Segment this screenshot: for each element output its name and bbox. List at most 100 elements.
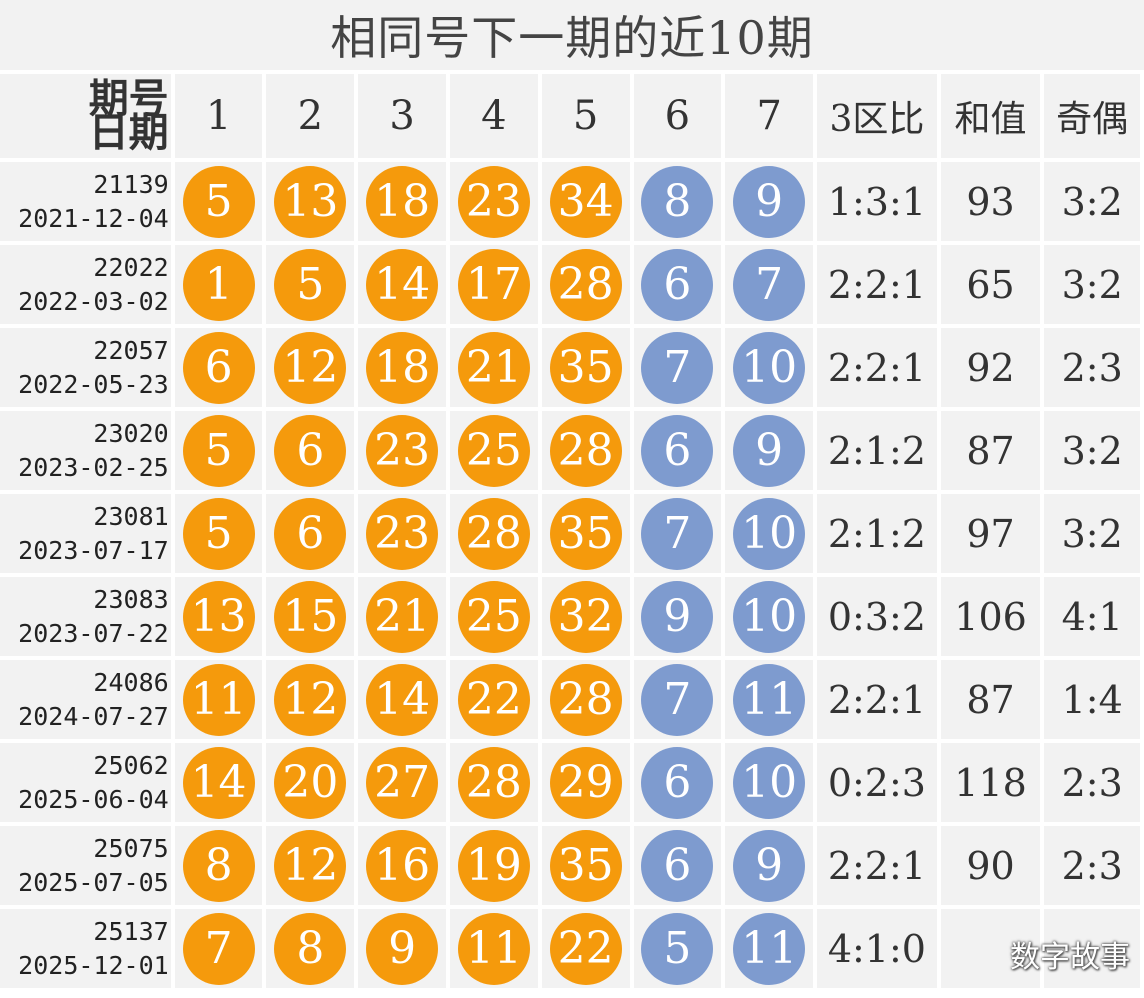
front-ball-cell: 1 xyxy=(174,245,263,324)
front-ball: 14 xyxy=(182,746,255,819)
back-ball: 5 xyxy=(641,912,714,985)
col-header-2: 2 xyxy=(266,74,355,158)
front-ball: 5 xyxy=(182,497,255,570)
table-row: 23081 2023-07-17 5 6 23 28 35 7 10 2:1:2 97 3:2 xyxy=(0,494,1140,573)
table-row: 22057 2022-05-23 6 12 18 21 35 7 10 2:2:1 92 2:3 xyxy=(0,328,1140,407)
front-ball: 5 xyxy=(182,165,255,238)
table-row: 24086 2024-07-27 11 12 14 22 28 7 11 2:2:1 87 1:4 xyxy=(0,660,1140,739)
sum-value xyxy=(940,909,1041,988)
back-ball: 7 xyxy=(733,248,806,321)
front-ball-cell: 9 xyxy=(358,909,446,988)
back-ball: 10 xyxy=(733,580,806,653)
front-ball: 12 xyxy=(274,829,347,902)
front-ball: 15 xyxy=(274,580,347,653)
front-ball-cell: 12 xyxy=(266,660,355,739)
issue-number: 22022 xyxy=(93,252,169,282)
back-ball: 10 xyxy=(733,746,806,819)
front-ball: 28 xyxy=(457,746,530,819)
front-ball: 7 xyxy=(182,912,255,985)
issue-number: 23020 xyxy=(93,418,169,448)
sum-value: 65 xyxy=(940,245,1041,324)
back-ball: 7 xyxy=(641,663,714,736)
front-ball-cell: 7 xyxy=(174,909,263,988)
zone-ratio: 2:1:2 xyxy=(817,411,937,490)
sum-value: 106 xyxy=(940,577,1041,656)
back-ball: 9 xyxy=(733,829,806,902)
back-ball-cell: 6 xyxy=(633,826,722,905)
table-row: 23020 2023-02-25 5 6 23 25 28 6 9 2:1:2 87 3:2 xyxy=(0,411,1140,490)
issue-number: 24086 xyxy=(93,667,169,697)
front-ball: 18 xyxy=(366,165,439,238)
front-ball: 12 xyxy=(274,331,347,404)
front-ball: 14 xyxy=(366,248,439,321)
col-header-6: 6 xyxy=(633,74,722,158)
odd-even-ratio: 3:2 xyxy=(1044,494,1140,573)
front-ball-cell: 19 xyxy=(449,826,538,905)
odd-even-ratio xyxy=(1044,909,1140,988)
back-ball-cell: 5 xyxy=(633,909,722,988)
table-row: 23083 2023-07-22 13 15 21 25 32 9 10 0:3:2 106 4:1 xyxy=(0,577,1140,656)
front-ball: 22 xyxy=(457,663,530,736)
front-ball-cell: 35 xyxy=(541,826,630,905)
odd-even-ratio: 3:2 xyxy=(1044,162,1140,241)
col-header-7: 7 xyxy=(725,74,814,158)
odd-even-ratio: 1:4 xyxy=(1044,660,1140,739)
col-header-4: 4 xyxy=(449,74,538,158)
issue-date-cell: 25075 2025-07-05 xyxy=(0,826,171,905)
sum-value: 90 xyxy=(940,826,1041,905)
front-ball-cell: 28 xyxy=(541,411,630,490)
odd-even-ratio: 2:3 xyxy=(1044,826,1140,905)
back-ball-cell: 10 xyxy=(725,743,814,822)
front-ball-cell: 27 xyxy=(358,743,446,822)
front-ball: 34 xyxy=(549,165,622,238)
front-ball: 25 xyxy=(457,580,530,653)
back-ball: 11 xyxy=(733,912,806,985)
front-ball-cell: 13 xyxy=(174,577,263,656)
date-header-label: 日期 xyxy=(88,110,169,156)
issue-date-cell: 22057 2022-05-23 xyxy=(0,328,171,407)
sum-value: 118 xyxy=(940,743,1041,822)
back-ball-cell: 7 xyxy=(633,660,722,739)
front-ball-cell: 17 xyxy=(449,245,538,324)
front-ball-cell: 25 xyxy=(449,411,538,490)
front-ball-cell: 35 xyxy=(541,494,630,573)
front-ball: 8 xyxy=(182,829,255,902)
front-ball-cell: 14 xyxy=(174,743,263,822)
issue-date-cell: 23083 2023-07-22 xyxy=(0,577,171,656)
back-ball-cell: 8 xyxy=(633,162,722,241)
front-ball-cell: 5 xyxy=(174,162,263,241)
back-ball: 10 xyxy=(733,497,806,570)
back-ball-cell: 6 xyxy=(633,411,722,490)
front-ball: 5 xyxy=(182,414,255,487)
front-ball-cell: 28 xyxy=(541,245,630,324)
sum-value: 93 xyxy=(940,162,1041,241)
back-ball-cell: 7 xyxy=(633,494,722,573)
issue-date-header: 期号 日期 xyxy=(0,74,171,158)
front-ball: 28 xyxy=(549,248,622,321)
draw-date: 2022-03-02 xyxy=(18,286,169,316)
back-ball: 6 xyxy=(641,746,714,819)
front-ball-cell: 11 xyxy=(449,909,538,988)
back-ball: 6 xyxy=(641,829,714,902)
front-ball: 1 xyxy=(182,248,255,321)
front-ball-cell: 6 xyxy=(266,411,355,490)
front-ball: 6 xyxy=(182,331,255,404)
back-ball: 9 xyxy=(733,414,806,487)
draw-date: 2025-07-05 xyxy=(18,867,169,897)
issue-date-cell: 25137 2025-12-01 xyxy=(0,909,171,988)
draw-date: 2023-02-25 xyxy=(18,452,169,482)
front-ball-cell: 8 xyxy=(174,826,263,905)
front-ball: 12 xyxy=(274,663,347,736)
front-ball-cell: 5 xyxy=(174,411,263,490)
table-row: 25075 2025-07-05 8 12 16 19 35 6 9 2:2:1 90 2:3 xyxy=(0,826,1140,905)
back-ball-cell: 7 xyxy=(725,245,814,324)
issue-number: 25062 xyxy=(93,750,169,780)
front-ball-cell: 12 xyxy=(266,328,355,407)
back-ball-cell: 6 xyxy=(633,245,722,324)
back-ball-cell: 10 xyxy=(725,328,814,407)
front-ball-cell: 22 xyxy=(449,660,538,739)
table-row: 21139 2021-12-04 5 13 18 23 34 8 9 1:3:1 93 3:2 xyxy=(0,162,1140,241)
front-ball-cell: 14 xyxy=(358,245,446,324)
sum-value: 92 xyxy=(940,328,1041,407)
issue-number: 25075 xyxy=(93,833,169,863)
